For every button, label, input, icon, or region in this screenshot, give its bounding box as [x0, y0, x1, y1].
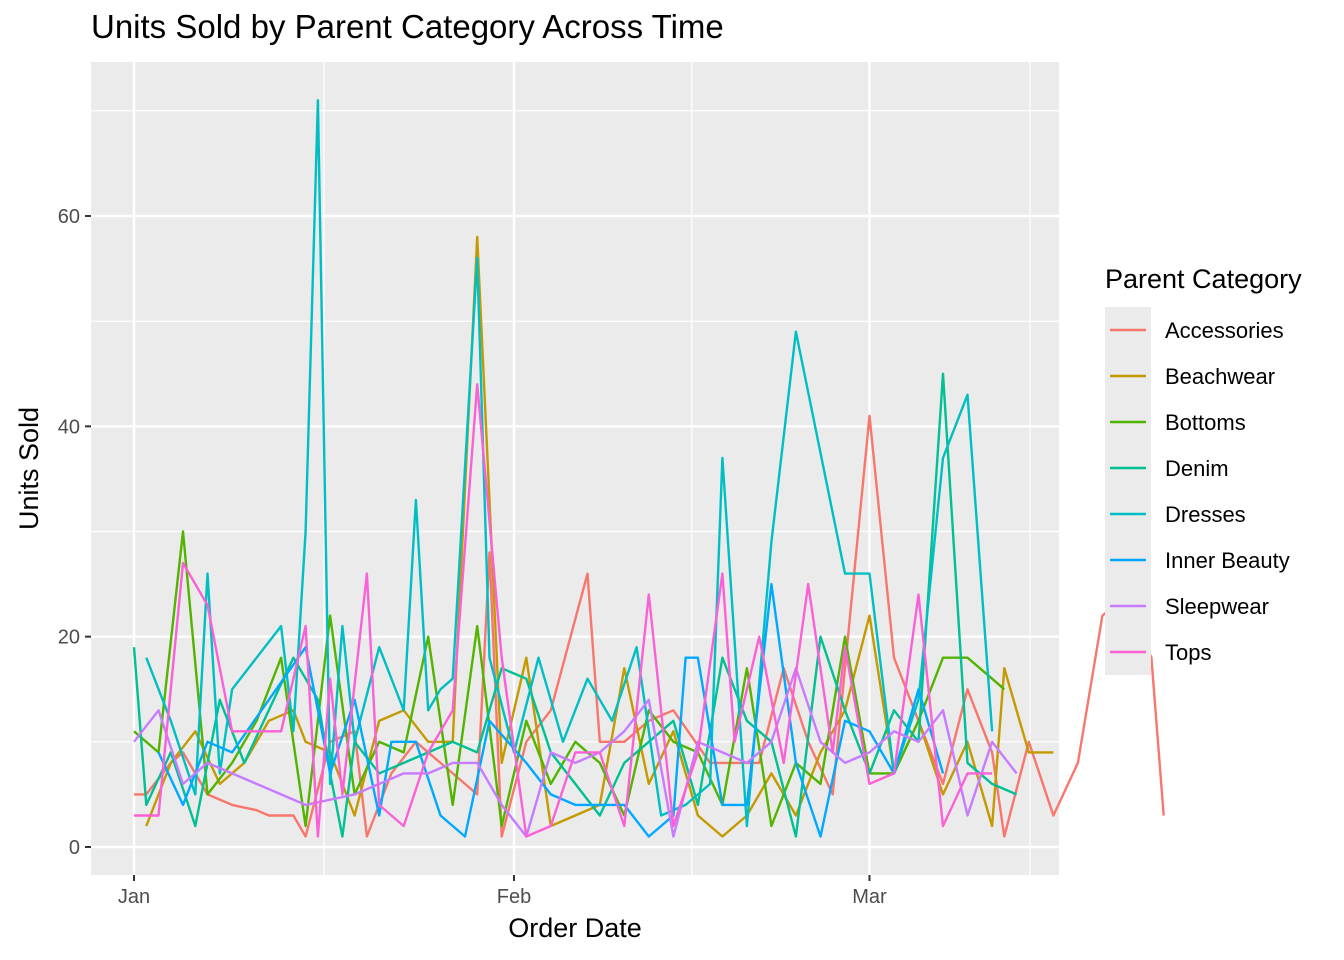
x-tick-label: Jan [118, 886, 150, 908]
y-axis-title: Units Sold [14, 407, 44, 530]
legend-label-accessories: Accessories [1165, 318, 1284, 343]
y-tick-label: 0 [69, 837, 80, 859]
chart-title: Units Sold by Parent Category Across Tim… [91, 8, 724, 45]
y-tick-label: 40 [58, 416, 80, 438]
x-tick-label: Mar [852, 886, 887, 908]
legend-label-dresses: Dresses [1165, 502, 1246, 527]
x-tick-label: Feb [497, 886, 531, 908]
legend-label-tops: Tops [1165, 640, 1211, 665]
series-line-tops [134, 383, 993, 838]
legend-label-sleepwear: Sleepwear [1165, 594, 1269, 619]
legend-label-inner-beauty: Inner Beauty [1165, 548, 1290, 573]
legend-label-beachwear: Beachwear [1165, 364, 1275, 389]
legend-label-denim: Denim [1165, 456, 1229, 481]
series-line-inner-beauty [157, 582, 945, 838]
y-tick-label: 60 [58, 206, 80, 228]
major-grid [91, 62, 1059, 875]
series-lines [132, 99, 1165, 838]
x-axis-title: Order Date [508, 913, 642, 943]
legend-label-bottoms: Bottoms [1165, 410, 1246, 435]
series-line-sleepwear [133, 667, 1018, 838]
y-tick-label: 20 [58, 627, 80, 649]
axes: 0 20 40 60 Jan Feb Mar [58, 206, 887, 908]
legend: Parent Category Accessories Beachwear Bott… [1105, 264, 1302, 675]
legend-title: Parent Category [1105, 264, 1302, 294]
